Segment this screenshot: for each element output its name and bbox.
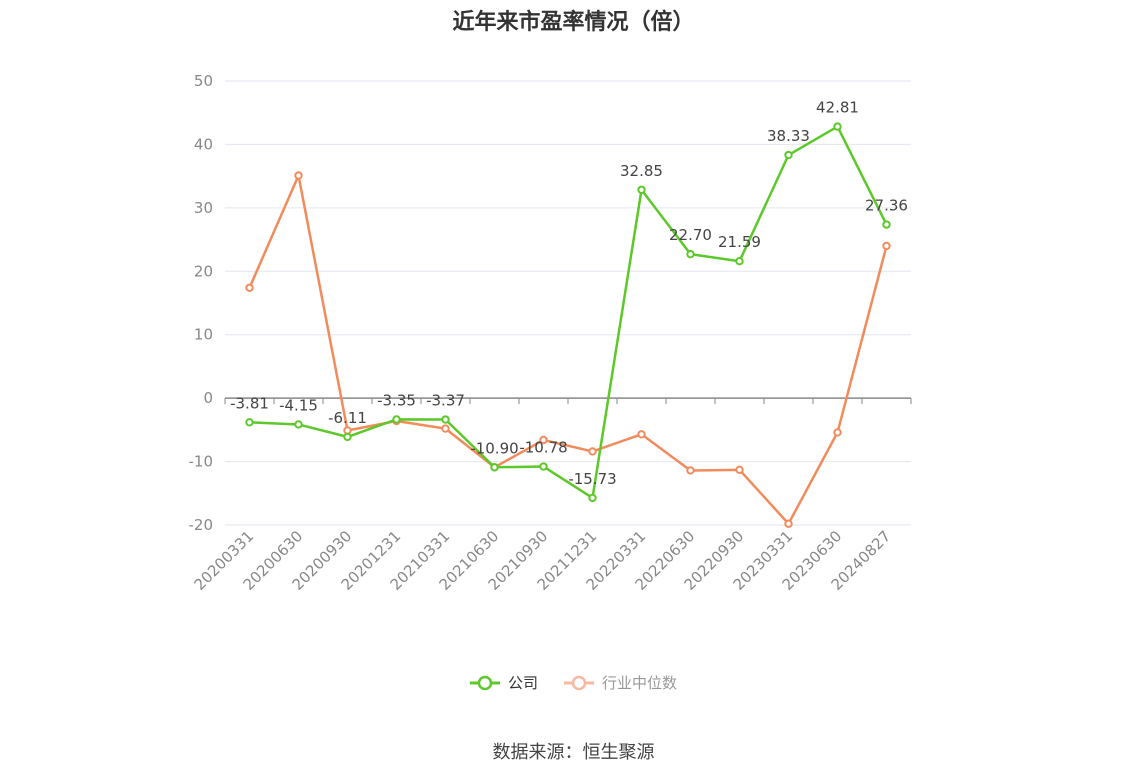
y-tick-label: 20 [194,262,213,280]
industry-median-point [686,466,695,475]
company-point [490,463,499,472]
industry-median-point [784,519,793,528]
company-point [392,415,401,424]
legend: 公司 行业中位数 [0,672,1147,693]
legend-industry-label: 行业中位数 [602,674,678,692]
company-data-label: 21.59 [718,233,761,251]
legend-item-company[interactable]: 公司 [469,672,538,693]
company-point [441,415,450,424]
company-line [249,125,888,500]
company-point [784,150,793,160]
company-point [882,220,891,229]
industry-median-point [294,171,303,180]
y-tick-label: -10 [189,453,214,471]
company-point [833,122,842,131]
legend-company-label: 公司 [507,674,538,692]
company-point [637,185,646,194]
industry-median-point [245,283,254,292]
company-data-label: -3.81 [230,394,269,412]
industry-median-point [441,424,450,433]
y-tick-label: 0 [203,389,213,407]
company-data-label: 22.70 [669,226,712,244]
company-point [686,249,695,259]
company-data-label: -10.78 [519,439,567,457]
company-data-label: -3.35 [377,391,416,409]
y-tick-label: 40 [194,135,213,153]
y-tick-label: -20 [189,516,214,534]
axes: 50403020100-10-2020200331202006302020093… [189,72,912,594]
industry-median-point [539,435,548,445]
y-tick-label: 10 [194,326,213,344]
company-data-label: -4.15 [279,396,318,414]
company-data-label: -10.90 [470,439,518,457]
company-point [343,432,352,442]
company-point [245,418,254,427]
legend-industry-marker-icon [564,675,594,690]
data-labels: -3.81 -4.15 -6.11 -3.35 -3.37 -10.90 -10.78-15… [230,99,908,488]
y-tick-label: 30 [194,199,213,217]
company-data-label: 38.33 [767,127,810,145]
industry-median-point [882,241,891,251]
industry-median-point [588,447,597,456]
legend-company-marker-icon [469,675,500,690]
industry-median-point [637,430,646,439]
company-data-label: -6.11 [328,409,367,427]
data-source: 数据来源：恒生聚源 [492,742,655,763]
y-tick-label: 50 [194,72,213,90]
company-point [539,462,548,471]
company-data-label: 42.81 [816,99,859,117]
series-lines [245,122,891,528]
company-data-label: -15.73 [568,470,616,488]
grid-lines [225,80,911,526]
company-data-label: -3.37 [426,392,465,410]
industry-median-line [248,174,888,525]
company-point [294,420,303,429]
legend-item-industry-median[interactable]: 行业中位数 [564,672,677,693]
company-data-label: 32.85 [620,162,663,180]
company-point [735,257,744,266]
chart-title: 近年来市盈率情况（倍） [452,10,695,35]
industry-median-point [833,428,842,437]
company-point [588,493,597,503]
industry-median-point [735,465,744,475]
company-data-label: 27.36 [865,197,908,215]
